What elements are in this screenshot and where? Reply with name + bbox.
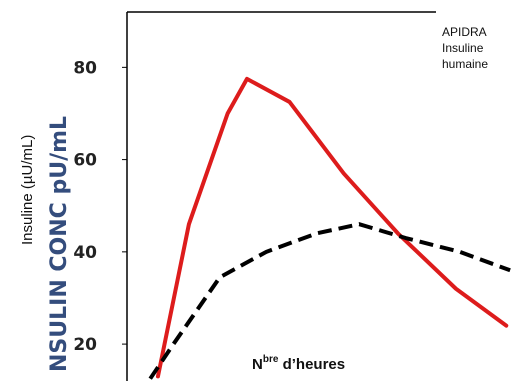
x-axis-label: Nbre d’heures — [252, 354, 345, 373]
x-axis-label-rest: d’heures — [278, 356, 345, 373]
x-axis-label-main: N — [252, 356, 263, 373]
y-tick-label: 20 — [73, 335, 97, 355]
x-axis-label-superscript: bre — [263, 354, 279, 365]
plot-axes — [126, 11, 436, 381]
series-line-2 — [148, 222, 511, 380]
legend-text: Insuline — [442, 41, 484, 55]
y-tick-label: 60 — [73, 151, 97, 171]
y-axis-label: Insuline (µU/mL) — [19, 135, 36, 245]
y-ticks: 80 60 40 20 — [73, 58, 127, 355]
legend: APIDRA Insuline humaine — [442, 25, 488, 71]
y-tick-label: 40 — [73, 243, 97, 263]
ghost-axis-label: NSULIN CONC pU/mL — [47, 116, 72, 372]
series-line-1 — [155, 76, 509, 379]
legend-text: humaine — [442, 57, 488, 71]
legend-text: APIDRA — [442, 25, 487, 39]
data-series — [148, 76, 511, 380]
y-tick-label: 80 — [73, 58, 97, 78]
